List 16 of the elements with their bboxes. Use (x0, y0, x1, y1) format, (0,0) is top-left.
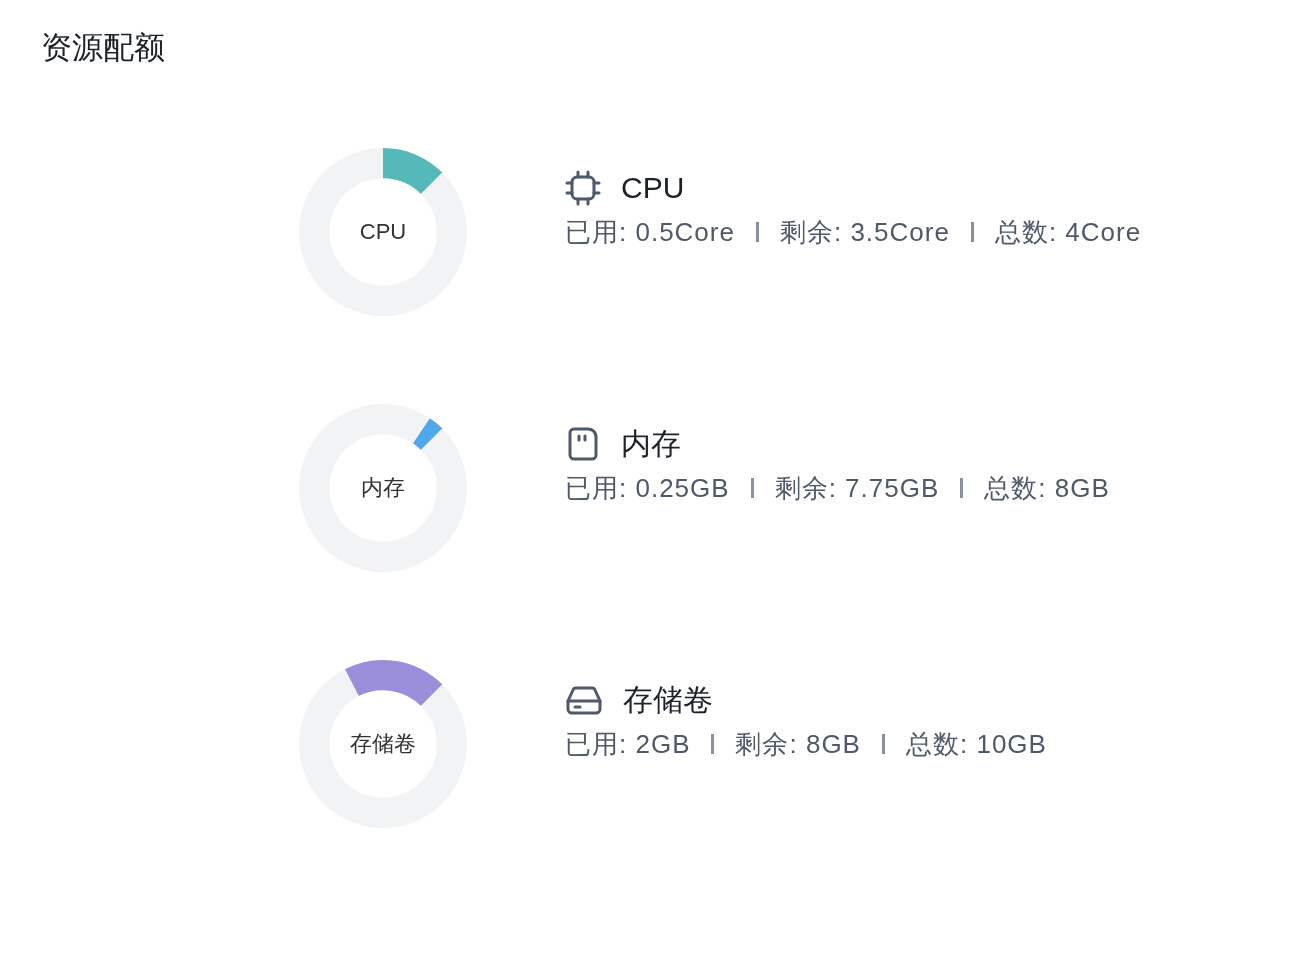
text: 存储卷 (350, 731, 416, 757)
text: 已用: 0.25GB (565, 472, 730, 504)
text: 总数: 8GB (984, 472, 1110, 504)
text: 已用: 0.5Core (565, 216, 735, 248)
text: CPU (621, 170, 685, 206)
text: 已用: 2GB (565, 728, 691, 760)
text: 资源配额 (41, 29, 165, 67)
text: 剩余: 8GB (735, 728, 861, 760)
text: 剩余: 3.5Core (779, 216, 950, 248)
text: CPU (359, 219, 407, 245)
text: 内存 (361, 475, 405, 501)
text: 内存 (621, 426, 681, 462)
text: 存储卷 (623, 682, 713, 718)
text: 剩余: 7.75GB (774, 472, 940, 504)
text: 总数: 4Core (994, 216, 1142, 248)
text: 总数: 10GB (905, 728, 1047, 760)
